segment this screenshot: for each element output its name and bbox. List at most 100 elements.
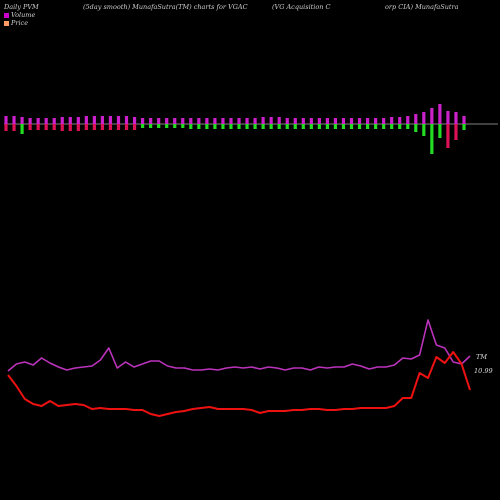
volume-bar-down xyxy=(301,124,305,129)
volume-bar-up xyxy=(398,117,402,124)
volume-bar-down xyxy=(374,124,378,129)
volume-bar-up xyxy=(76,117,80,124)
volume-bar-up xyxy=(92,116,96,124)
volume-bar-down xyxy=(245,124,249,129)
volume-bar-up xyxy=(181,118,185,124)
volume-bar-down xyxy=(406,124,410,129)
volume-bar-down xyxy=(229,124,233,129)
volume-bar-down xyxy=(205,124,209,129)
legend-swatch-price xyxy=(4,20,9,26)
volume-bar-down xyxy=(454,124,458,140)
volume-bar-up xyxy=(349,118,354,124)
volume-bar-up xyxy=(189,118,193,124)
volume-bar-up xyxy=(446,111,450,124)
volume-bar-down xyxy=(116,124,121,130)
volume-bar-up xyxy=(116,116,121,124)
volume-bar-down xyxy=(84,124,88,130)
volume-bar-up xyxy=(52,118,56,124)
volume-bar-down xyxy=(446,124,450,148)
volume-bar-up xyxy=(365,118,370,124)
volume-bar-up xyxy=(430,108,434,124)
volume-bar-down xyxy=(189,124,193,129)
volume-bar-down xyxy=(237,124,241,129)
volume-bar-down xyxy=(44,124,48,130)
chart-title-part-4: orp CIA) MunafaSutra xyxy=(385,3,459,11)
volume-bar-up xyxy=(140,118,145,124)
volume-bar-up xyxy=(406,116,410,124)
legend-swatch-volume xyxy=(4,12,9,18)
volume-bar-down xyxy=(20,124,24,134)
volume-bar-down xyxy=(68,124,72,131)
volume-bar-up xyxy=(317,118,321,124)
chart-title-part-1: Daily PVM xyxy=(4,3,39,11)
volume-bar-up xyxy=(309,118,313,124)
volume-bar-down xyxy=(430,124,434,154)
volume-bar-down xyxy=(60,124,64,131)
legend-label-volume: Volume xyxy=(11,11,36,19)
legend-item-volume: Volume xyxy=(4,11,35,19)
volume-bar-down xyxy=(261,124,265,129)
volume-bar-down xyxy=(52,124,56,130)
volume-bar-up xyxy=(68,117,72,124)
volume-bar-down xyxy=(181,124,185,128)
volume-bar-up xyxy=(333,118,338,124)
chart-title-part-2: (5day smooth) MunafaSutra(TM) charts for… xyxy=(83,3,248,11)
volume-bar-down xyxy=(269,124,273,129)
volume-bar-up xyxy=(382,118,386,124)
volume-bar-up xyxy=(422,112,426,124)
volume-bar-down xyxy=(349,124,354,129)
volume-bar-up xyxy=(462,116,466,124)
volume-bar-down xyxy=(36,124,40,130)
volume-bar-down xyxy=(253,124,257,129)
volume-bar-up xyxy=(205,118,209,124)
volume-bar-up xyxy=(237,118,241,124)
volume-bar-down xyxy=(221,124,225,129)
volume-bar-down xyxy=(462,124,466,130)
volume-bar-down xyxy=(132,124,137,130)
volume-bar-up xyxy=(269,117,273,124)
volume-bar-down xyxy=(197,124,201,129)
volume-bar-up xyxy=(454,112,458,124)
volume-bar-down xyxy=(333,124,338,129)
volume-bar-down xyxy=(317,124,321,129)
volume-bar-up xyxy=(213,118,217,124)
volume-bar-down xyxy=(12,124,16,131)
volume-bar-down xyxy=(365,124,370,129)
volume-bar-down xyxy=(277,124,281,129)
volume-bar-up xyxy=(438,104,442,124)
volume-bar-up xyxy=(197,118,201,124)
volume-bar-down xyxy=(309,124,313,129)
volume-bar-down xyxy=(382,124,386,129)
volume-bar-down xyxy=(173,124,177,128)
volume-bar-down xyxy=(108,124,113,130)
volume-bar-down xyxy=(285,124,289,129)
volume-bar-down xyxy=(76,124,80,131)
volume-bar-down xyxy=(157,124,161,128)
volume-bar-up xyxy=(253,118,257,124)
pvm-last-label: TM xyxy=(476,353,487,361)
chart-title-part-3: (VG Acquisition C xyxy=(272,3,331,11)
volume-bar-up xyxy=(374,118,378,124)
volume-bar-up xyxy=(108,116,113,124)
volume-bar-down xyxy=(213,124,217,129)
volume-bar-down xyxy=(398,124,402,129)
volume-bar-up xyxy=(173,118,177,124)
volume-bar-down xyxy=(124,124,129,130)
volume-bar-up xyxy=(157,118,161,124)
volume-bar-up xyxy=(28,118,32,124)
volume-bar-up xyxy=(60,117,64,124)
volume-bar-up xyxy=(277,117,281,124)
volume-bar-up xyxy=(301,118,305,124)
volume-bar-up xyxy=(165,118,169,124)
volume-bar-up xyxy=(285,118,289,124)
pvm-line xyxy=(7,319,471,372)
volume-bar-down xyxy=(165,124,169,128)
volume-bar-down xyxy=(422,124,426,136)
volume-bar-up xyxy=(36,118,40,124)
volume-bar-down xyxy=(92,124,96,130)
volume-bar-down xyxy=(28,124,32,130)
volume-bar-down xyxy=(390,124,394,129)
volume-bar-up xyxy=(341,118,346,124)
volume-bar-down xyxy=(4,124,8,131)
volume-bar-up xyxy=(4,116,8,124)
